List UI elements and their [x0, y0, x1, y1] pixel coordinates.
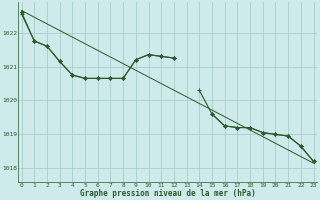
- X-axis label: Graphe pression niveau de la mer (hPa): Graphe pression niveau de la mer (hPa): [80, 189, 255, 198]
